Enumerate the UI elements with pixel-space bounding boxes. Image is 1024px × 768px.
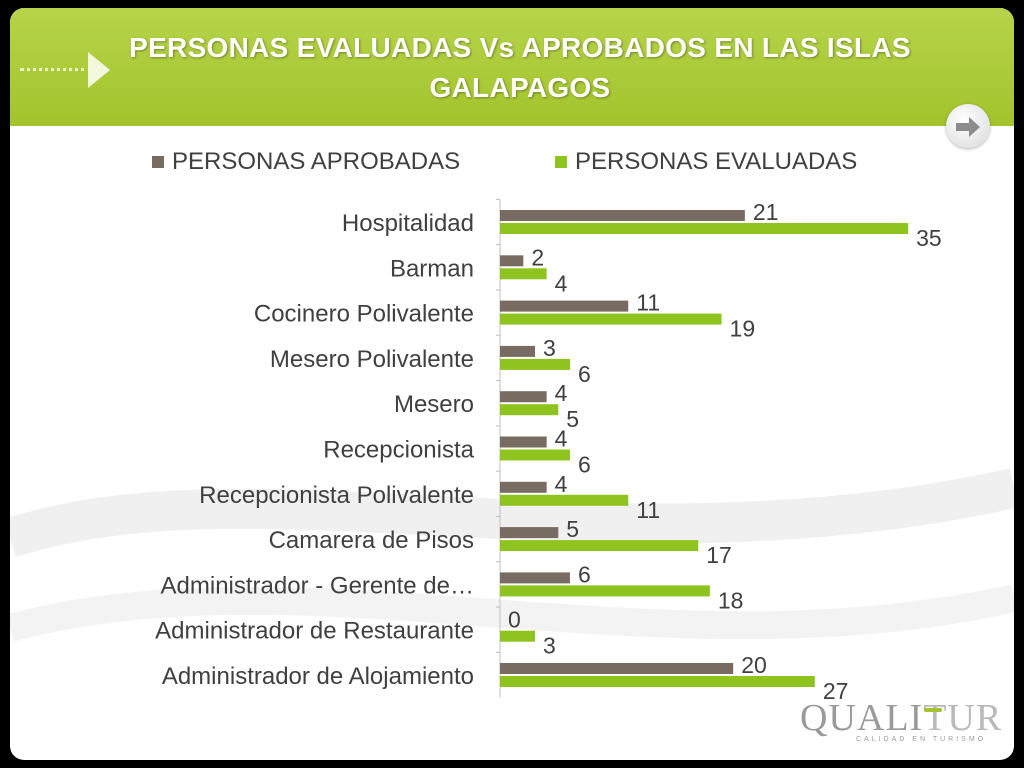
data-label-evaluadas: 18 <box>718 587 744 613</box>
bar-evaluadas <box>500 268 547 280</box>
bar-evaluadas <box>500 404 559 416</box>
bar-aprobadas <box>500 391 547 403</box>
logo-subtitle: CALIDAD EN TURISMO <box>856 736 987 743</box>
data-label-aprobadas: 20 <box>741 652 767 678</box>
data-label-evaluadas: 5 <box>566 406 579 432</box>
data-label-aprobadas: 4 <box>555 380 568 406</box>
arrow-right-icon-head <box>969 117 980 137</box>
logo-text-accent: TUR <box>923 697 1003 739</box>
category-label: Recepcionista <box>323 437 474 464</box>
data-label-aprobadas: 0 <box>508 607 521 633</box>
bar-evaluadas <box>500 449 570 461</box>
category-label: Hospitalidad <box>342 210 474 237</box>
slide-title: PERSONAS EVALUADAS Vs APROBADOS EN LAS I… <box>129 32 911 103</box>
bar-evaluadas <box>500 358 570 370</box>
bar-evaluadas <box>500 313 722 325</box>
data-label-evaluadas: 4 <box>555 270 568 296</box>
data-label-aprobadas: 4 <box>555 471 568 497</box>
data-label-aprobadas: 5 <box>566 516 579 542</box>
background-swoosh <box>10 468 1014 642</box>
slide: PERSONAS EVALUADAS Vs APROBADOS EN LAS I… <box>10 8 1014 760</box>
qualitur-logo: QUALITUR CALIDAD EN TURISMO <box>800 697 1003 750</box>
category-label: Mesero Polivalente <box>270 346 474 373</box>
next-slide-button[interactable] <box>946 104 990 148</box>
bar-aprobadas <box>500 255 524 267</box>
category-label: Mesero <box>394 391 474 418</box>
data-label-aprobadas: 2 <box>531 244 544 270</box>
data-label-evaluadas: 19 <box>730 316 756 342</box>
bar-aprobadas <box>500 300 629 312</box>
data-label-aprobadas: 21 <box>753 199 779 225</box>
legend-swatch-aprobadas <box>152 156 164 168</box>
data-label-aprobadas: 11 <box>636 290 660 316</box>
category-label: Camarera de Pisos <box>269 527 474 554</box>
bar-evaluadas <box>500 223 909 234</box>
category-label: Administrador de Restaurante <box>155 618 474 645</box>
legend-label-evaluadas: PERSONAS EVALUADAS <box>575 148 857 175</box>
data-label-aprobadas: 4 <box>555 426 568 452</box>
bar-evaluadas <box>500 540 699 552</box>
data-label-aprobadas: 3 <box>543 335 556 361</box>
legend-label-aprobadas: PERSONAS APROBADAS <box>172 148 460 175</box>
legend-swatch-evaluadas <box>555 156 567 168</box>
bar-aprobadas <box>500 436 547 448</box>
bar-aprobadas <box>500 345 535 357</box>
bar-aprobadas <box>500 210 745 221</box>
bar-evaluadas <box>500 676 815 687</box>
category-label: Cocinero Polivalente <box>254 301 474 328</box>
title-banner: PERSONAS EVALUADAS Vs APROBADOS EN LAS I… <box>10 8 1014 126</box>
bar-evaluadas <box>500 585 710 597</box>
chevron-right-icon <box>88 52 110 88</box>
category-label: Administrador de Alojamiento <box>162 663 474 690</box>
category-label: Recepcionista Polivalente <box>199 482 474 509</box>
logo-text-main: QUALI <box>800 697 924 739</box>
category-label: Administrador - Gerente de… <box>161 572 474 599</box>
category-label: Barman <box>390 255 474 282</box>
arrow-right-icon <box>956 123 970 131</box>
bar-evaluadas <box>500 630 535 642</box>
data-label-evaluadas: 3 <box>543 633 556 659</box>
bar-aprobadas <box>500 481 547 493</box>
data-label-evaluadas: 11 <box>636 497 660 523</box>
logo-accent-mark <box>924 708 942 712</box>
data-label-evaluadas: 27 <box>823 678 849 704</box>
bar-aprobadas <box>500 572 570 584</box>
data-label-evaluadas: 6 <box>578 452 591 478</box>
bar-chart: PERSONAS APROBADAS PERSONAS EVALUADAS Hosp… <box>152 148 942 704</box>
bar-evaluadas <box>500 494 629 506</box>
data-label-evaluadas: 6 <box>578 361 591 387</box>
bar-aprobadas <box>500 527 559 539</box>
data-label-evaluadas: 17 <box>706 542 732 568</box>
bar-aprobadas <box>500 663 734 674</box>
data-label-evaluadas: 35 <box>916 225 942 251</box>
dotted-line-decoration <box>20 68 92 75</box>
data-label-aprobadas: 6 <box>578 561 591 587</box>
